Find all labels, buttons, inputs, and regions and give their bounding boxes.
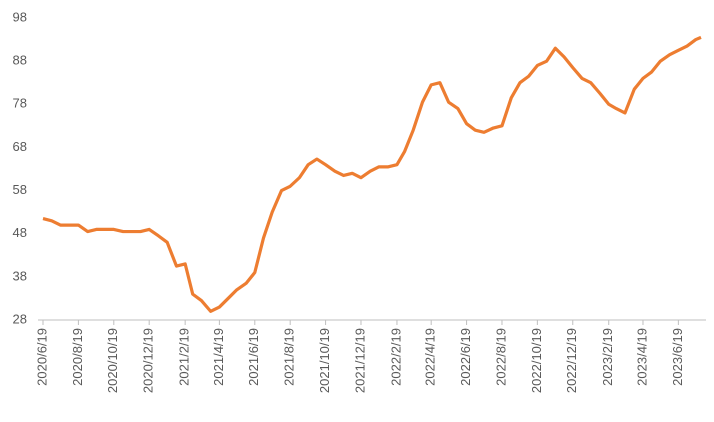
y-tick-label: 68 [13, 139, 27, 154]
x-tick-label: 2023/2/19 [600, 328, 615, 386]
x-tick-label: 2022/12/19 [564, 328, 579, 393]
x-tick-label: 2022/6/19 [458, 328, 473, 386]
x-tick-label: 2022/10/19 [529, 328, 544, 393]
x-tick-label: 2021/2/19 [177, 328, 192, 386]
x-tick-label: 2021/10/19 [317, 328, 332, 393]
x-tick-label: 2020/8/19 [70, 328, 85, 386]
x-tick-label: 2021/4/19 [211, 328, 226, 386]
y-tick-label: 48 [13, 225, 27, 240]
x-tick-label: 2020/10/19 [105, 328, 120, 393]
x-tick-label: 2021/6/19 [246, 328, 261, 386]
x-tick-label: 2023/6/19 [670, 328, 685, 386]
x-tick-label: 2022/8/19 [493, 328, 508, 386]
y-tick-label: 88 [13, 53, 27, 68]
line-series [42, 35, 702, 313]
y-tick-label: 58 [13, 182, 27, 197]
y-tick-label: 38 [13, 268, 27, 283]
y-tick-label: 98 [13, 9, 27, 24]
y-tick-label: 28 [13, 311, 27, 326]
x-tick-label: 2022/2/19 [388, 328, 403, 386]
x-tick-label: 2020/6/19 [34, 328, 49, 386]
x-tick-label: 2022/4/19 [423, 328, 438, 386]
x-tick-label: 2021/8/19 [282, 328, 297, 386]
y-tick-label: 78 [13, 96, 27, 111]
x-tick-label: 2020/12/19 [141, 328, 156, 393]
x-tick-label: 2023/4/19 [634, 328, 649, 386]
x-tick-label: 2021/12/19 [352, 328, 367, 393]
